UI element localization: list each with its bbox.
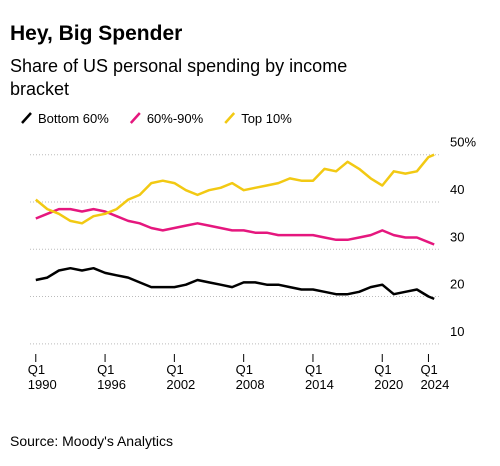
legend-label: 60%-90%: [147, 111, 204, 126]
y-tick-label: 10: [450, 324, 464, 339]
x-tick-label: Q1 2020: [374, 362, 403, 392]
x-tick-label: Q1 2014: [305, 362, 334, 392]
series-line: [35, 207, 435, 246]
legend-label: Bottom 60%: [38, 111, 109, 126]
series-line: [35, 266, 435, 301]
y-tick-label: 50%: [450, 135, 476, 150]
x-tick-label: Q1 2002: [166, 362, 195, 392]
y-tick-label: 30: [450, 229, 464, 244]
series-line: [35, 153, 435, 225]
x-tick-label: Q1 1996: [97, 362, 126, 392]
chart-subtitle: Share of US personal spending by income b…: [10, 56, 347, 99]
legend-swatch: [129, 112, 141, 124]
legend-swatch: [21, 112, 32, 124]
x-tick-label: Q1 2008: [236, 362, 265, 392]
chart-title: Hey, Big Spender: [10, 22, 182, 45]
legend-label: Top 10%: [241, 111, 292, 126]
y-tick-label: 20: [450, 277, 464, 292]
y-tick-label: 40: [450, 182, 464, 197]
source: Source: Moody's Analytics: [10, 433, 173, 449]
x-tick-label: Q1 2024: [420, 362, 449, 392]
legend-swatch: [224, 112, 236, 124]
x-tick-label: Q1 1990: [28, 362, 57, 392]
